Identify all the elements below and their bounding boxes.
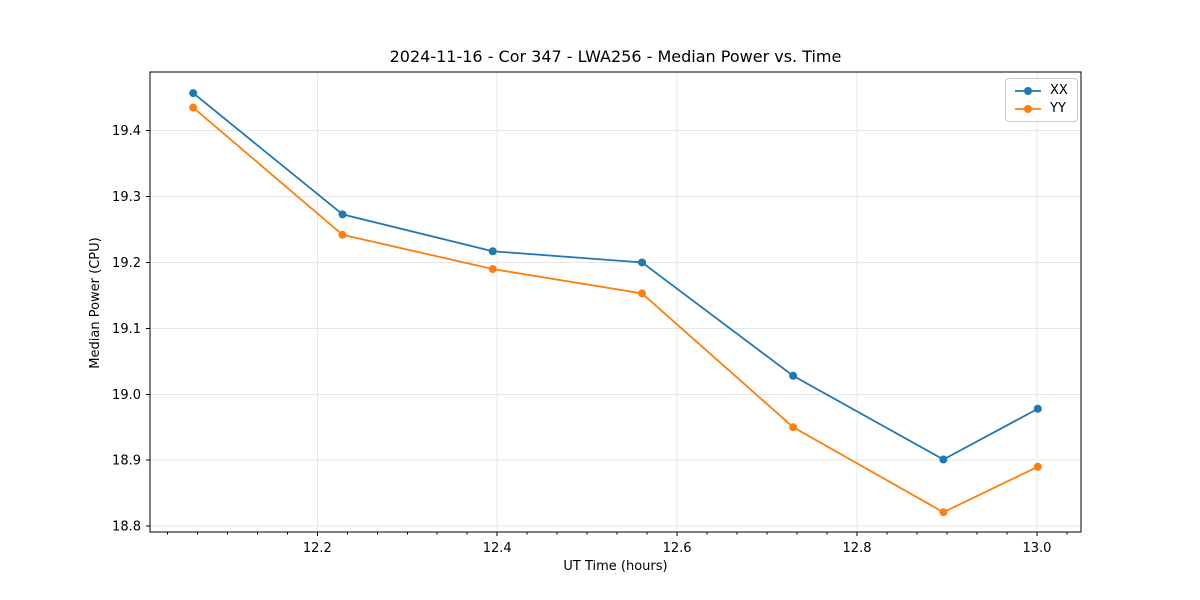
x-tick-label: 12.8 — [843, 541, 872, 556]
data-point-xx — [189, 89, 198, 98]
legend-marker-xx — [1024, 87, 1032, 95]
y-tick-label: 19.1 — [112, 322, 141, 337]
x-tick-label: 13.0 — [1022, 541, 1051, 556]
legend-sample-xx — [1015, 87, 1041, 95]
series-line-xx — [192, 92, 1039, 461]
legend-item-yy: YY — [1013, 102, 1068, 116]
data-point-xx — [338, 210, 347, 219]
data-point-xx — [638, 258, 647, 267]
data-point-xx — [789, 371, 798, 380]
legend: XX YY — [1005, 78, 1078, 122]
data-point-yy — [488, 265, 497, 274]
data-point-xx — [488, 247, 497, 256]
data-point-xx — [939, 455, 948, 464]
data-point-yy — [1033, 462, 1042, 471]
data-point-yy — [338, 230, 347, 239]
y-tick-label: 19.2 — [112, 256, 141, 271]
y-tick-label: 18.8 — [112, 520, 141, 535]
series-line-yy — [192, 106, 1039, 514]
y-tick-label: 19.4 — [112, 124, 141, 139]
x-tick-label: 12.6 — [663, 541, 692, 556]
legend-sample-yy — [1015, 105, 1041, 113]
legend-marker-yy — [1024, 105, 1032, 113]
y-tick-label: 18.9 — [112, 454, 141, 469]
chart-title: 2024-11-16 - Cor 347 - LWA256 - Median P… — [389, 47, 842, 66]
legend-label-xx: XX — [1050, 83, 1068, 98]
legend-item-xx: XX — [1013, 84, 1068, 98]
plot-border — [149, 71, 1082, 533]
data-point-yy — [789, 423, 798, 432]
data-point-yy — [638, 289, 647, 298]
y-tick-label: 19.3 — [112, 190, 141, 205]
data-point-yy — [939, 508, 948, 517]
y-axis-label: Median Power (CPU) — [88, 237, 103, 369]
x-tick-label: 12.2 — [303, 541, 332, 556]
x-tick-label: 12.4 — [483, 541, 512, 556]
data-point-xx — [1033, 404, 1042, 413]
x-axis-label: UT Time (hours) — [563, 559, 668, 574]
y-tick-label: 19.0 — [112, 388, 141, 403]
data-point-yy — [189, 103, 198, 112]
legend-label-yy: YY — [1050, 101, 1066, 116]
